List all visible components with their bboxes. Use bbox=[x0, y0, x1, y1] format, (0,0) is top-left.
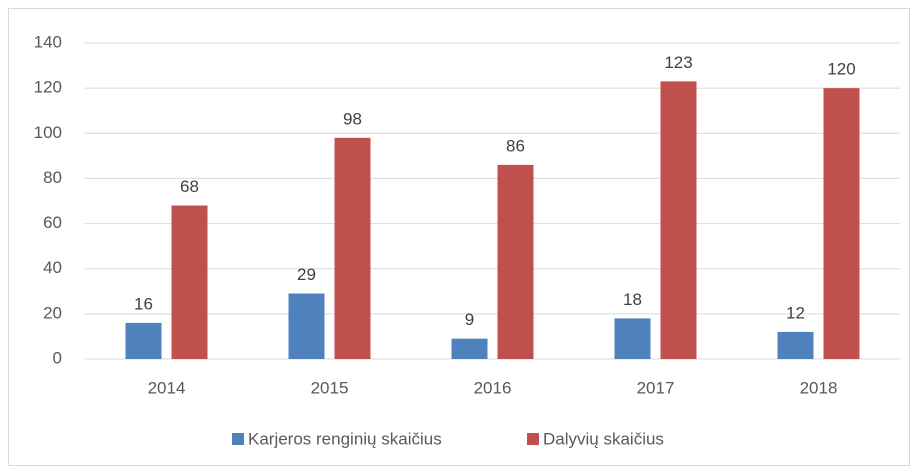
x-tick-label: 2017 bbox=[637, 378, 675, 397]
x-tick-label: 2014 bbox=[148, 378, 186, 397]
y-tick-label: 100 bbox=[34, 123, 62, 142]
bar bbox=[660, 81, 697, 359]
data-label: 29 bbox=[297, 265, 316, 284]
y-tick-label: 60 bbox=[43, 213, 62, 232]
bar bbox=[823, 88, 860, 360]
legend-marker bbox=[527, 433, 539, 445]
bar bbox=[288, 293, 325, 359]
bar bbox=[497, 164, 534, 359]
bar bbox=[171, 205, 208, 359]
bar bbox=[451, 338, 488, 359]
y-tick-label: 80 bbox=[43, 168, 62, 187]
x-tick-label: 2018 bbox=[800, 378, 838, 397]
bar bbox=[125, 322, 162, 359]
bar bbox=[614, 318, 651, 359]
y-tick-label: 40 bbox=[43, 258, 62, 277]
bar bbox=[334, 137, 371, 359]
data-label: 86 bbox=[506, 136, 525, 155]
x-tick-label: 2015 bbox=[311, 378, 349, 397]
data-label: 9 bbox=[465, 310, 474, 329]
chart-border bbox=[8, 8, 910, 466]
data-label: 123 bbox=[664, 53, 692, 72]
x-tick-label: 2016 bbox=[474, 378, 512, 397]
legend-label: Karjeros renginių skaičius bbox=[248, 429, 442, 448]
data-label: 98 bbox=[343, 109, 362, 128]
data-label: 120 bbox=[827, 60, 855, 79]
data-label: 68 bbox=[180, 177, 199, 196]
legend-label: Dalyvių skaičius bbox=[543, 429, 664, 448]
legend-marker bbox=[232, 433, 244, 445]
y-tick-label: 140 bbox=[34, 32, 62, 51]
y-tick-label: 0 bbox=[53, 348, 62, 367]
y-tick-label: 120 bbox=[34, 78, 62, 97]
data-label: 12 bbox=[786, 303, 805, 322]
bar bbox=[777, 331, 814, 359]
y-tick-label: 20 bbox=[43, 303, 62, 322]
data-label: 18 bbox=[623, 290, 642, 309]
data-label: 16 bbox=[134, 294, 153, 313]
